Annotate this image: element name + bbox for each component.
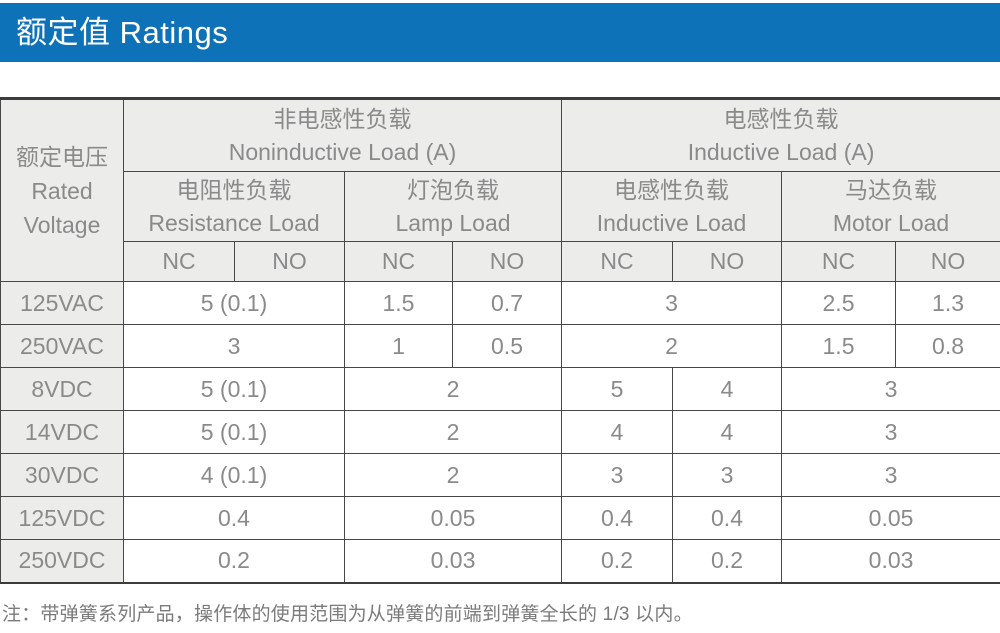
subgroup-lamp-zh: 灯泡负载 (407, 176, 499, 203)
cell-motor: 3 (781, 367, 1000, 411)
cell-motor-nc: 2.5 (781, 281, 897, 325)
subgroup-lamp-en: Lamp Load (395, 209, 511, 236)
row-label: 14VDC (0, 410, 124, 454)
cell-inductive: 3 (561, 281, 783, 325)
cell-lamp-no: 0.7 (451, 281, 563, 325)
cell-inductive: 2 (561, 324, 783, 368)
cell-inductive-no: 0.4 (672, 496, 783, 540)
cell-motor-nc: 1.5 (781, 324, 897, 368)
subgroup-lamp-load: 灯泡负载 Lamp Load (343, 171, 563, 242)
header-row-groups: 额定电压 Rated Voltage 非电感性负载 Noninductive L… (0, 98, 1000, 282)
table-row-125vac: 125VAC 5 (0.1) 1.5 0.7 3 2.5 1.3 (0, 281, 1000, 325)
contact-header-ind-no: NO (672, 241, 783, 282)
row-label: 30VDC (0, 453, 124, 497)
cell-motor: 3 (781, 410, 1000, 454)
section-title-bar: 额定值 Ratings (0, 3, 1000, 62)
cell-motor: 3 (781, 453, 1000, 497)
contact-header-lamp-no: NO (451, 241, 563, 282)
cell-lamp: 0.05 (343, 496, 563, 540)
cell-resistance: 5 (0.1) (123, 281, 345, 325)
corner-en-2: Voltage (23, 211, 101, 238)
contact-header-res-nc: NC (123, 241, 235, 282)
cell-inductive-nc: 0.4 (561, 496, 674, 540)
table-row-14vdc: 14VDC 5 (0.1) 2 4 4 3 (0, 410, 1000, 454)
table-row-250vdc: 250VDC 0.2 0.03 0.2 0.2 0.03 (0, 539, 1000, 583)
group-noninductive-zh: 非电感性负载 (273, 105, 412, 132)
cell-resistance: 0.2 (123, 539, 345, 583)
contact-header-motor-nc: NC (781, 241, 897, 282)
cell-inductive-nc: 3 (561, 453, 674, 497)
corner-cell-rated-voltage: 额定电压 Rated Voltage (0, 98, 124, 282)
cell-inductive-no: 0.2 (672, 539, 783, 583)
cell-motor: 0.05 (781, 496, 1000, 540)
cell-inductive-nc: 0.2 (561, 539, 674, 583)
cell-inductive-nc: 5 (561, 367, 674, 411)
cell-resistance: 3 (123, 324, 345, 368)
cell-lamp: 2 (343, 367, 563, 411)
corner-zh: 额定电压 (16, 143, 108, 170)
contact-header-res-no: NO (234, 241, 345, 282)
row-label: 125VDC (0, 496, 124, 540)
cell-inductive-no: 3 (672, 453, 783, 497)
subgroup-motor-load: 马达负载 Motor Load (781, 171, 1000, 242)
cell-motor-no: 0.8 (895, 324, 1000, 368)
cell-lamp: 0.03 (343, 539, 563, 583)
group-noninductive-en: Noninductive Load (A) (228, 138, 457, 165)
subgroup-resistance-zh: 电阻性负载 (176, 176, 292, 203)
subgroup-resistance-en: Resistance Load (148, 209, 320, 236)
contact-header-ind-nc: NC (561, 241, 674, 282)
corner-en-1: Rated (31, 177, 93, 204)
cell-motor: 0.03 (781, 539, 1000, 583)
group-header-noninductive: 非电感性负载 Noninductive Load (A) (122, 98, 563, 172)
row-label: 250VAC (0, 324, 124, 368)
subgroup-inductive-en: Inductive Load (596, 209, 747, 236)
cell-resistance: 0.4 (123, 496, 345, 540)
group-inductive-zh: 电感性负载 (723, 105, 839, 132)
cell-inductive-nc: 4 (561, 410, 674, 454)
header-row-contacts: NC NO NC NO NC NO NC NO (1, 241, 1000, 282)
cell-resistance: 4 (0.1) (123, 453, 345, 497)
footnote: 注：带弹簧系列产品，操作体的使用范围为从弹簧的前端到弹簧全长的 1/3 以内。 (2, 603, 693, 625)
cell-lamp-nc: 1.5 (344, 281, 453, 325)
header-row-subgroups: 电阻性负载 Resistance Load 灯泡负载 Lamp Load 电感性… (1, 171, 1000, 242)
cell-inductive-no: 4 (672, 410, 783, 454)
ratings-table: 额定电压 Rated Voltage 非电感性负载 Noninductive L… (0, 97, 1000, 584)
cell-motor-no: 1.3 (895, 281, 1000, 325)
table-row-250vac: 250VAC 3 1 0.5 2 1.5 0.8 (0, 324, 1000, 368)
row-label: 125VAC (0, 281, 124, 325)
subgroup-motor-zh: 马达负载 (845, 176, 938, 203)
cell-lamp: 2 (343, 453, 563, 497)
table-row-30vdc: 30VDC 4 (0.1) 2 3 3 3 (0, 453, 1000, 497)
subgroup-inductive-zh: 电感性负载 (614, 176, 730, 203)
subgroup-inductive-load: 电感性负载 Inductive Load (561, 171, 783, 242)
cell-lamp-nc: 1 (344, 324, 453, 368)
subgroup-resistance-load: 电阻性负载 Resistance Load (123, 171, 345, 242)
row-label: 250VDC (0, 539, 124, 583)
contact-header-motor-no: NO (895, 241, 1000, 282)
cell-resistance: 5 (0.1) (123, 410, 345, 454)
table-row-125vdc: 125VDC 0.4 0.05 0.4 0.4 0.05 (0, 496, 1000, 540)
contact-header-lamp-nc: NC (344, 241, 453, 282)
group-inductive-en: Inductive Load (A) (687, 138, 875, 165)
cell-lamp-no: 0.5 (451, 324, 563, 368)
cell-inductive-no: 4 (672, 367, 783, 411)
table-row-8vdc: 8VDC 5 (0.1) 2 5 4 3 (0, 367, 1000, 411)
subgroup-motor-en: Motor Load (832, 209, 950, 236)
section-title: 额定值 Ratings (16, 15, 229, 50)
row-label: 8VDC (0, 367, 124, 411)
group-header-inductive: 电感性负载 Inductive Load (A) (561, 98, 1000, 172)
cell-lamp: 2 (343, 410, 563, 454)
cell-resistance: 5 (0.1) (123, 367, 345, 411)
